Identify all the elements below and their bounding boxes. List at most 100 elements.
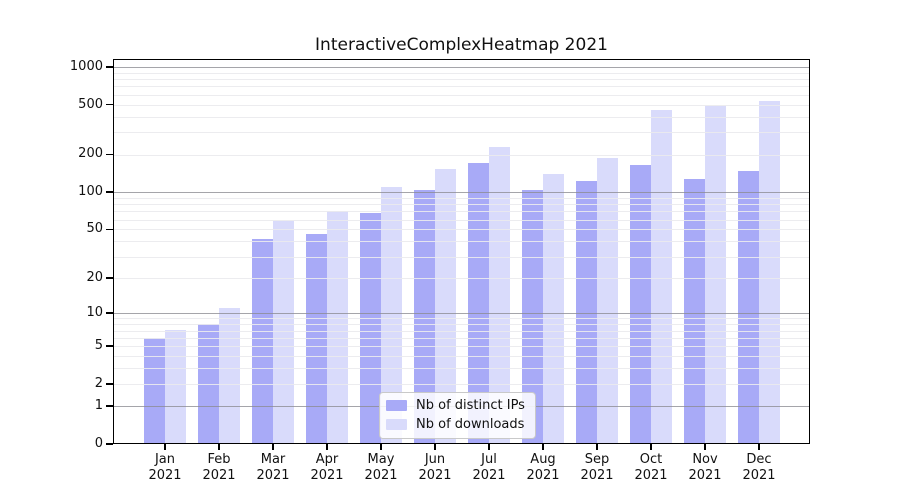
- month-label: Jun: [424, 452, 446, 467]
- bar-distinct-ips-apr: [306, 233, 327, 444]
- y-tick-label: 1: [94, 398, 103, 414]
- bar-downloads-dec: [759, 100, 780, 444]
- y-tick-mark: [106, 277, 113, 279]
- y-tick-mark: [106, 405, 113, 407]
- x-tick-label-jan: Jan 2021: [133, 452, 197, 484]
- legend-swatch-distinct-ips: [386, 400, 407, 411]
- bar-downloads-may: [381, 186, 402, 444]
- x-tick-mark: [380, 444, 382, 450]
- year-label: 2021: [472, 468, 506, 483]
- bar-downloads-jun: [435, 169, 456, 444]
- gridline-minor: [113, 324, 810, 326]
- y-tick-mark: [106, 103, 113, 106]
- plot-area: [113, 59, 810, 444]
- bar-downloads-sep: [597, 158, 618, 444]
- y-tick-label: 10: [86, 305, 103, 321]
- gridline-minor: [113, 72, 810, 74]
- gridline-major: [113, 313, 810, 315]
- gridline-minor: [113, 384, 810, 385]
- legend-swatch-downloads: [386, 419, 407, 430]
- gridline-minor: [113, 204, 810, 206]
- y-tick-label: 0: [94, 436, 103, 451]
- year-label: 2021: [688, 468, 722, 483]
- bar-distinct-ips-jun: [414, 190, 435, 444]
- x-tick-label-aug: Aug 2021: [511, 452, 575, 484]
- year-label: 2021: [526, 468, 560, 483]
- y-tick-label: 200: [78, 146, 103, 162]
- x-tick-label-dec: Dec 2021: [727, 452, 791, 484]
- x-tick-label-mar: Mar 2021: [241, 452, 305, 484]
- month-label: Nov: [692, 452, 718, 467]
- x-tick-mark: [326, 444, 328, 450]
- y-tick-label: 50: [86, 221, 103, 237]
- gridline-minor: [113, 86, 810, 88]
- bar-downloads-aug: [543, 173, 564, 444]
- x-tick-label-apr: Apr 2021: [295, 452, 359, 484]
- y-tick-label: 1000: [69, 58, 103, 74]
- x-tick-mark: [596, 444, 598, 450]
- month-label: Aug: [530, 452, 556, 467]
- x-tick-label-jun: Jun 2021: [403, 452, 467, 484]
- y-tick-label: 100: [78, 184, 103, 200]
- legend-label-distinct-ips: Nb of distinct IPs: [416, 398, 525, 413]
- x-tick-mark: [488, 444, 490, 450]
- bar-downloads-nov: [705, 106, 726, 444]
- gridline-minor: [113, 229, 810, 231]
- x-tick-label-may: May 2021: [349, 452, 413, 484]
- gridline-minor: [113, 116, 810, 118]
- month-label: Jul: [481, 452, 497, 467]
- y-tick-mark: [106, 345, 113, 347]
- month-label: Sep: [584, 452, 610, 467]
- x-tick-mark: [272, 444, 274, 450]
- gridline-minor: [113, 94, 810, 96]
- bar-distinct-ips-aug: [522, 190, 543, 444]
- x-tick-mark: [542, 444, 544, 450]
- gridline-minor: [113, 197, 810, 199]
- bar-downloads-feb: [219, 308, 240, 444]
- y-tick-mark: [106, 228, 113, 231]
- gridline-minor: [113, 330, 810, 332]
- gridline-minor: [113, 154, 810, 156]
- y-tick-label: 20: [86, 269, 103, 285]
- bar-distinct-ips-may: [360, 212, 381, 444]
- gridline-major: [113, 66, 810, 68]
- gridline-minor: [113, 277, 810, 279]
- legend-item-downloads: Nb of downloads: [386, 417, 525, 432]
- year-label: 2021: [202, 468, 236, 483]
- legend: Nb of distinct IPs Nb of downloads: [379, 392, 536, 439]
- year-label: 2021: [418, 468, 452, 483]
- bar-distinct-ips-oct: [630, 164, 651, 444]
- y-tick-mark: [106, 191, 113, 193]
- chart-title: InteractiveComplexHeatmap 2021: [315, 35, 608, 55]
- month-label: Feb: [207, 452, 231, 467]
- bar-distinct-ips-mar: [252, 238, 273, 444]
- gridline-minor: [113, 356, 810, 358]
- x-tick-mark: [218, 444, 220, 450]
- month-label: Jan: [154, 452, 176, 467]
- y-tick-mark: [106, 66, 113, 68]
- x-tick-label-feb: Feb 2021: [187, 452, 251, 484]
- bar-distinct-ips-jul: [468, 163, 489, 444]
- month-label: Mar: [260, 452, 286, 467]
- gridline-minor: [113, 104, 810, 106]
- x-tick-mark: [164, 444, 166, 450]
- y-tick-mark: [106, 312, 113, 314]
- x-tick-mark: [434, 444, 436, 450]
- year-label: 2021: [310, 468, 344, 483]
- y-tick-label: 500: [78, 96, 103, 112]
- bar-downloads-jul: [489, 146, 510, 444]
- bar-distinct-ips-dec: [738, 170, 759, 444]
- legend-label-downloads: Nb of downloads: [416, 417, 525, 432]
- x-tick-label-nov: Nov 2021: [673, 452, 737, 484]
- y-tick-mark: [106, 153, 113, 156]
- gridline-minor: [113, 132, 810, 134]
- x-tick-mark: [704, 444, 706, 450]
- gridline-minor: [113, 241, 810, 243]
- gridline-minor: [113, 337, 810, 339]
- gridline-minor: [113, 219, 810, 221]
- x-tick-label-sep: Sep 2021: [565, 452, 629, 484]
- gridline-minor: [113, 318, 810, 320]
- month-label: Oct: [639, 452, 663, 467]
- gridline-major: [113, 192, 810, 194]
